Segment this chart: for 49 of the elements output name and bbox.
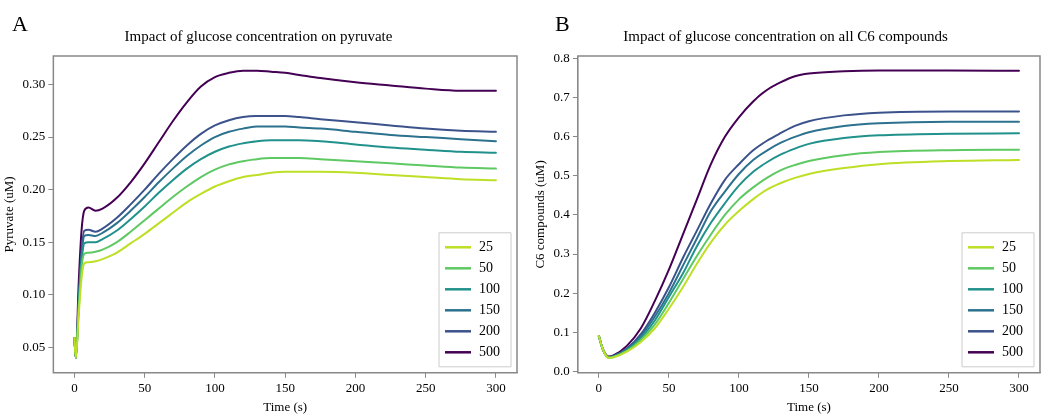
- y-tick-label: 0.20: [22, 181, 46, 197]
- y-axis-title: C6 compounds (uM): [532, 160, 548, 269]
- x-axis-title: Time (s): [786, 398, 831, 414]
- legend-label: 200: [479, 322, 500, 338]
- y-tick-label: 0.10: [22, 286, 46, 302]
- x-tick-label: 250: [415, 380, 436, 396]
- x-tick-label: 50: [138, 380, 152, 396]
- x-tick-label: 0: [595, 380, 603, 396]
- x-tick-label: 50: [662, 380, 676, 396]
- legend-label: 25: [479, 238, 493, 254]
- x-tick-label: 200: [345, 380, 366, 396]
- y-tick-label: 0.25: [22, 128, 46, 144]
- legend-label: 50: [1002, 259, 1016, 275]
- x-tick-label: 0: [71, 380, 78, 396]
- legend-label: 25: [1002, 238, 1016, 254]
- y-axis-title: Pyruvate (uM): [1, 176, 17, 253]
- legend-label: 500: [479, 343, 500, 359]
- x-tick-label: 150: [275, 380, 295, 396]
- legend-label: 50: [479, 259, 493, 275]
- y-tick-label: 0.30: [22, 75, 46, 91]
- x-tick-label: 250: [939, 380, 959, 396]
- legend-label: 150: [479, 301, 500, 317]
- y-tick-label: 0.05: [22, 338, 46, 354]
- y-tick-label: 0.5: [553, 167, 570, 183]
- y-tick-label: 0.2: [553, 284, 570, 300]
- legend-label: 500: [1002, 343, 1023, 359]
- x-tick-label: 100: [205, 380, 225, 396]
- legend-label: 150: [1002, 301, 1023, 317]
- y-tick-label: 0.1: [553, 323, 570, 339]
- chart-title: Impact of glucose concentration on pyruvate: [124, 27, 393, 44]
- y-tick-label: 0.0: [553, 362, 570, 378]
- text: B: [555, 10, 570, 36]
- x-axis-title: Time (s): [263, 398, 308, 414]
- legend-label: 100: [1002, 280, 1023, 296]
- x-tick-label: 100: [729, 380, 749, 396]
- y-tick-label: 0.8: [553, 50, 570, 66]
- y-tick-label: 0.15: [22, 233, 46, 249]
- x-tick-label: 300: [1009, 380, 1029, 396]
- y-tick-label: 0.6: [553, 128, 571, 144]
- x-tick-label: 150: [799, 380, 819, 396]
- legend-label: 100: [479, 280, 500, 296]
- y-tick-label: 0.7: [553, 89, 571, 105]
- legend-label: 200: [1002, 322, 1023, 338]
- text: A: [12, 10, 28, 36]
- x-tick-label: 300: [486, 380, 506, 396]
- chart-title: Impact of glucose concentration on all C6 compounds: [623, 27, 948, 44]
- x-tick-label: 200: [869, 380, 889, 396]
- y-tick-label: 0.4: [553, 206, 571, 222]
- y-tick-label: 0.3: [553, 245, 570, 261]
